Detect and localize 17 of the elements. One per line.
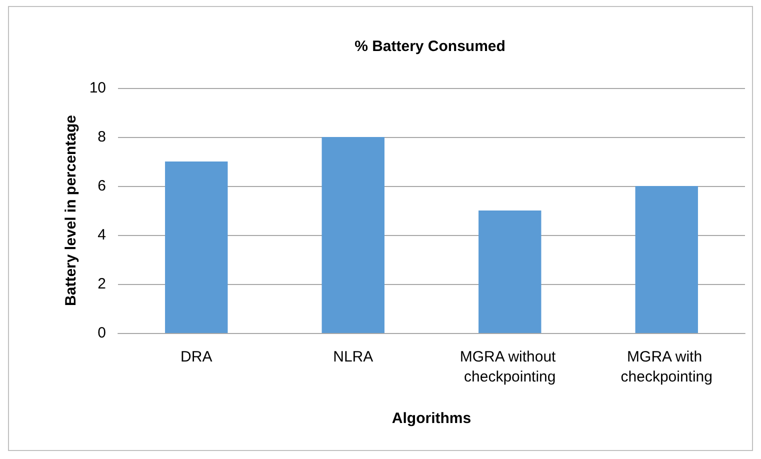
x-tick-label: MGRA without checkpointing <box>460 348 560 386</box>
y-tick-label: 10 <box>89 80 106 96</box>
y-tick-label: 4 <box>98 226 106 244</box>
bar <box>478 210 542 333</box>
bar <box>635 186 698 333</box>
chart-title: % Battery Consumed <box>354 38 506 55</box>
y-tick-label: 8 <box>98 128 106 146</box>
x-tick-label: MGRA with checkpointing <box>620 348 712 386</box>
y-tick-label: 2 <box>98 276 106 292</box>
x-axis-title: Algorithms <box>392 410 472 427</box>
x-tick-label: NLRA <box>333 348 374 366</box>
bar <box>165 162 228 333</box>
y-tick-label: 0 <box>98 324 106 342</box>
y-axis-title: Battery level in percentage <box>62 115 80 306</box>
bar <box>322 137 384 333</box>
x-tick-label: DRA <box>180 348 212 366</box>
y-tick-label: 6 <box>98 178 106 194</box>
